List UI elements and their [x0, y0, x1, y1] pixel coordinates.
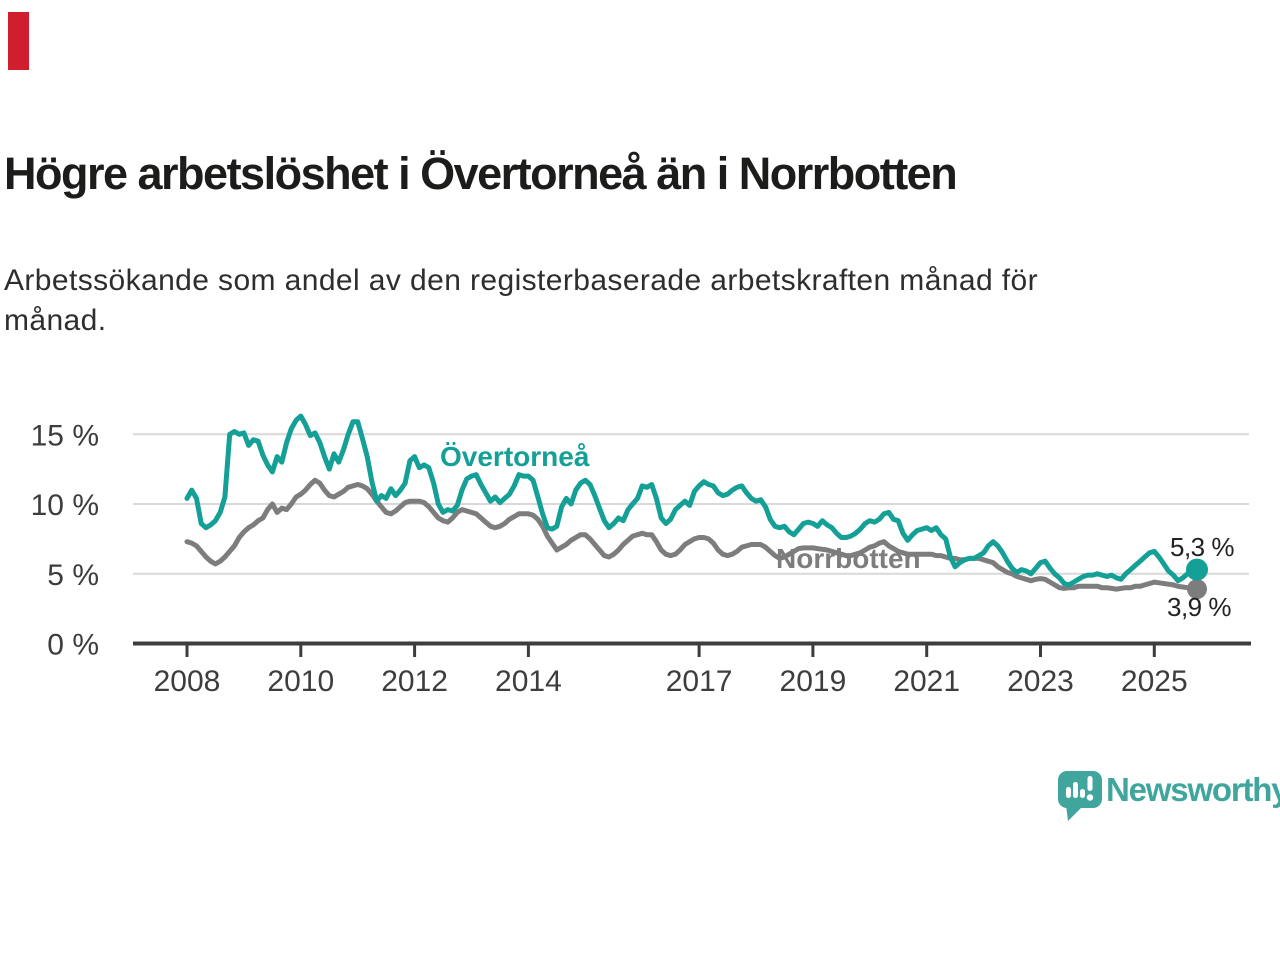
logo-bar-1 [1066, 787, 1071, 798]
newsworthy-logo-bubble [1058, 771, 1102, 808]
overtornea-series-label: Övertorneå [440, 441, 590, 472]
logo-bar-2 [1073, 782, 1078, 798]
norrbotten-end-value: 3,9 % [1167, 592, 1231, 622]
x-label-2025: 2025 [1121, 665, 1188, 698]
overtornea-end-dot [1186, 558, 1208, 581]
y-label-15: 15 % [31, 420, 99, 453]
x-label-2023: 2023 [1007, 665, 1074, 698]
x-label-2017: 2017 [666, 665, 733, 698]
newsworthy-logo: Newsworthy [1058, 771, 1280, 821]
newsworthy-logo-bubble-tail [1066, 805, 1083, 821]
x-axis-labels: 2008 2010 2012 2014 2017 2019 2021 2023 … [154, 665, 1188, 698]
logo-bar-3 [1080, 789, 1085, 798]
x-label-2008: 2008 [154, 665, 221, 698]
x-label-2019: 2019 [780, 665, 847, 698]
newsworthy-logo-bars-icon [1066, 776, 1094, 801]
y-label-0: 0 % [47, 629, 99, 662]
x-label-2012: 2012 [381, 665, 448, 698]
logo-exclamation-dot [1086, 794, 1094, 801]
y-axis-labels: 0 % 5 % 10 % 15 % [31, 420, 99, 662]
norrbotten-series-label: Norrbotten [776, 543, 921, 574]
x-label-2014: 2014 [495, 665, 562, 698]
chart-subtitle-line1: Arbetssökande som andel av den registerb… [4, 264, 1038, 297]
newsworthy-logo-text: Newsworthy [1106, 771, 1280, 808]
chart-title: Högre arbetslöshet i Övertorneå än i Nor… [4, 148, 958, 199]
y-label-10: 10 % [31, 489, 99, 522]
chart-subtitle: Arbetssökande som andel av den registerb… [4, 261, 1038, 341]
x-axis-ticks [185, 644, 1156, 657]
x-label-2021: 2021 [893, 665, 960, 698]
norrbotten-line [184, 477, 1200, 592]
norrbotten-end-dot [1187, 579, 1207, 600]
overtornea-end-value: 5,3 % [1170, 532, 1234, 562]
brand-flag [8, 12, 29, 70]
x-label-2010: 2010 [267, 665, 334, 698]
overtornea-line [184, 413, 1200, 588]
y-label-5: 5 % [47, 559, 99, 592]
chart-subtitle-line2: månad. [4, 304, 107, 337]
logo-exclamation-bar [1087, 776, 1093, 791]
